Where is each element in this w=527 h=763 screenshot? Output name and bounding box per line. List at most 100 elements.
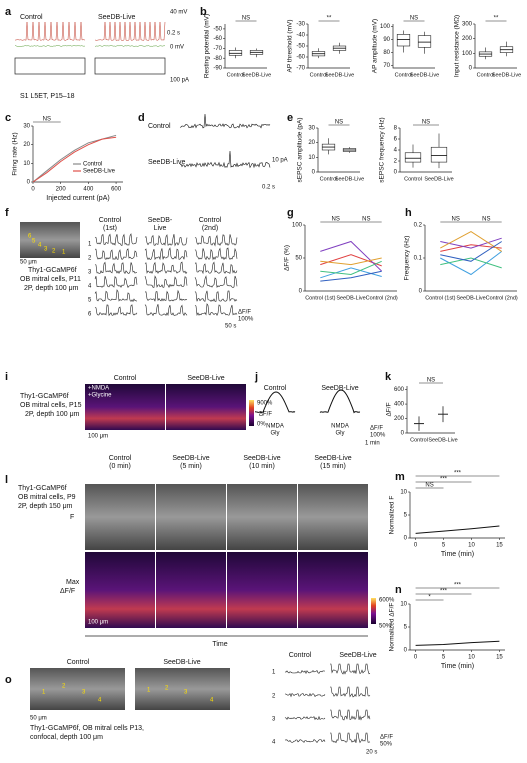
y-axis-label: sEPSC amplitude (pA): [297, 117, 304, 182]
y-tick-label: -90: [213, 66, 222, 72]
label: Control: [67, 659, 90, 666]
sig-label: NS: [331, 217, 339, 223]
label: 2: [52, 249, 56, 255]
label: Thy1-GCaMP6f, OB mitral cells P13,: [30, 725, 144, 732]
y-tick-label: 0: [312, 170, 316, 176]
y-tick-label: 100: [292, 223, 303, 229]
label: 1 min: [365, 441, 380, 447]
axis: [224, 24, 267, 69]
x-tick-label: 0: [414, 655, 418, 661]
colorbar: [249, 400, 254, 426]
image: [30, 668, 125, 710]
trace: [194, 261, 238, 275]
x-tick-label: 15: [496, 543, 503, 549]
y-tick-label: 2: [394, 159, 398, 165]
image: [20, 222, 80, 258]
trace: [179, 150, 271, 169]
label: SeeDB-Live: [187, 375, 224, 382]
label: (0 min): [109, 463, 131, 470]
label: ΔF/F: [60, 588, 75, 595]
trace: [194, 247, 238, 261]
box: [404, 152, 422, 163]
trace: [144, 304, 188, 317]
sig-label: ***: [440, 477, 448, 483]
y-tick-label: 90: [383, 37, 390, 43]
x-tick-label: 0: [31, 187, 35, 193]
y-tick-label: -40: [296, 33, 305, 39]
category-label: SeeDB-Live: [336, 295, 365, 301]
y-axis-label: Input resistance (MΩ): [454, 15, 461, 77]
image: [298, 552, 368, 628]
y-tick-label: 6: [394, 137, 398, 143]
axis: [304, 225, 397, 292]
label: 3: [44, 247, 48, 253]
x-tick-label: 400: [83, 187, 94, 193]
sig-label: NS: [427, 378, 435, 384]
label: Time: [212, 641, 227, 648]
label: 50 μm: [20, 260, 37, 266]
label: ΔF/F: [380, 735, 393, 741]
y-tick-label: 0: [404, 648, 408, 654]
label: 2: [62, 684, 66, 690]
series-line: [440, 231, 502, 252]
label: SeeDB-Live: [339, 652, 376, 659]
trace: [94, 304, 138, 317]
category-label: SeeDB-Live: [424, 176, 453, 182]
y-tick-label: 300: [462, 22, 473, 28]
panel-letter: o: [5, 674, 12, 686]
category-label: Control: [477, 72, 495, 78]
category-label: SeeDB-Live: [325, 72, 354, 78]
label: 100%: [370, 433, 386, 439]
label: 4: [88, 284, 92, 290]
category-label: Control (1st): [425, 295, 455, 301]
category-label: SeeDB-Live: [335, 176, 364, 182]
y-tick-label: 0: [469, 66, 473, 72]
label: 50 μm: [30, 716, 47, 722]
label: Control: [114, 375, 137, 382]
panel-letter: b: [200, 6, 207, 18]
image: [85, 484, 155, 550]
sig-label: NS: [362, 217, 370, 223]
sig-label: **: [327, 16, 332, 22]
y-tick-label: 0: [401, 431, 405, 437]
x-tick-label: 10: [468, 543, 475, 549]
series-line: [440, 244, 502, 252]
image: [156, 484, 226, 550]
label: SeeDB-Live: [148, 159, 185, 166]
image: [298, 484, 368, 550]
label: 4: [98, 698, 102, 704]
axis: [474, 24, 517, 69]
trace: [194, 303, 238, 317]
label: (1st): [103, 225, 117, 232]
trace: [14, 21, 86, 41]
label: SeeDB-Live: [163, 659, 200, 666]
y-tick-label: -30: [296, 22, 305, 28]
trace: [179, 113, 271, 129]
y-tick-label: 100: [380, 24, 391, 30]
x-tick-label: 5: [442, 655, 446, 661]
y-tick-label: -60: [213, 36, 222, 42]
label: 3: [272, 717, 276, 723]
trace: [94, 45, 166, 47]
label: 6: [88, 312, 92, 318]
y-tick-label: 0: [419, 289, 423, 295]
y-tick-label: 8: [394, 126, 398, 132]
legend-label: Control: [83, 162, 102, 168]
series-line: [440, 241, 502, 262]
trace: [144, 234, 188, 247]
label: 4: [38, 243, 42, 249]
y-axis-label: Normalized F: [389, 496, 396, 535]
category-label: Control (2nd): [366, 295, 398, 301]
label: 100%: [238, 317, 254, 323]
series-line: [415, 640, 500, 646]
y-tick-label: 20: [23, 142, 30, 148]
panel-letter: h: [405, 207, 412, 219]
y-axis-label: ΔF/F: [386, 402, 393, 416]
label: SeeDB-: [148, 217, 173, 224]
label: 2P, depth 100 μm: [25, 411, 80, 418]
panel-letter: n: [395, 584, 402, 596]
series-line: [320, 254, 382, 267]
y-tick-label: 200: [462, 36, 473, 42]
y-tick-label: 20: [308, 140, 315, 146]
